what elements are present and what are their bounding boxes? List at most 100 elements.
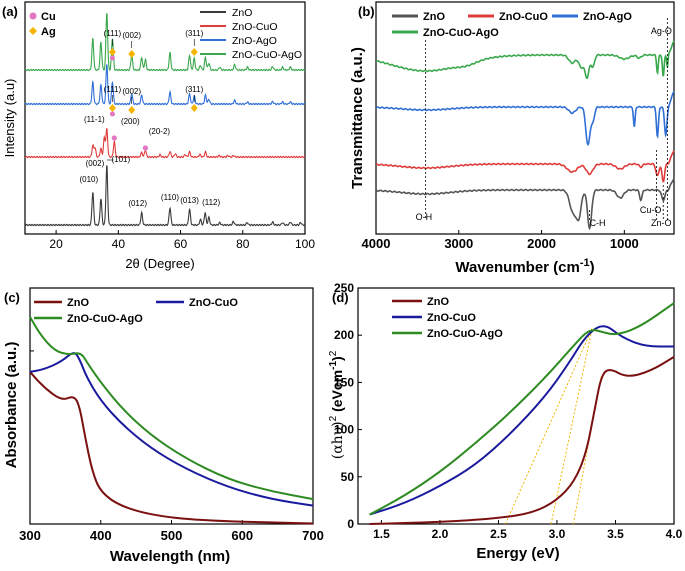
xrd-znO-annotation: (112) bbox=[202, 198, 220, 207]
ftir-legend-label: ZnO-AgO bbox=[583, 11, 632, 23]
uv-x-tick-label: 600 bbox=[231, 528, 253, 543]
xrd-ago-annotation: (311) bbox=[185, 29, 203, 38]
uv-x-tick-label: 500 bbox=[161, 528, 183, 543]
xrd-ag-peak-marker bbox=[190, 48, 198, 56]
panel-label-b: (b) bbox=[358, 4, 375, 19]
xrd-x-tick-label: 80 bbox=[236, 237, 250, 251]
ftir-legend-label: ZnO-CuO-AgO bbox=[423, 27, 499, 39]
xrd-legend-label: ZnO-CuO bbox=[232, 21, 278, 33]
xrd-ago-annotation: (311) bbox=[185, 85, 203, 94]
tauc-y-tick-label: 150 bbox=[334, 375, 354, 389]
ftir-x-tick-label: 1000 bbox=[610, 236, 639, 251]
xrd-znO-annotation: (012) bbox=[128, 199, 147, 208]
ftir-chart: 4000 3000 2000 1000 O-H C-H Cu-O Zn-O Ag-O Wave… bbox=[349, 1, 675, 276]
uv-x-tick-label: 400 bbox=[90, 528, 112, 543]
xrd-znO-annotation: (110) bbox=[161, 193, 179, 202]
xrd-x-tick-label: 60 bbox=[174, 237, 188, 251]
uv-x-tick-label: 300 bbox=[19, 528, 41, 543]
tauc-y-axis-title: (αhυ)2 (eVcm-1)2 bbox=[328, 350, 346, 459]
xrd-legend: ZnO ZnO-CuO ZnO-AgO ZnO-CuO-AgO bbox=[200, 7, 302, 61]
uv-legend-label: ZnO-CuO bbox=[189, 297, 238, 309]
uv-series-line bbox=[29, 316, 314, 501]
tauc-y-tick-label: 50 bbox=[341, 470, 355, 484]
tauc-x-tick-label: 2.5 bbox=[490, 527, 507, 541]
xrd-znO-annotation: (010) bbox=[79, 175, 98, 184]
ftir-band-label: Cu-O bbox=[640, 205, 662, 215]
ftir-y-axis-title: Transmittance (a.u.) bbox=[349, 47, 366, 189]
uv-x-axis-title: Wavelength (nm) bbox=[110, 548, 230, 565]
uv-y-axis-title: Absorbance (a.u.) bbox=[3, 342, 20, 469]
ag-marker bbox=[29, 27, 37, 35]
xrd-series-line bbox=[24, 13, 306, 72]
ftir-series-line bbox=[375, 177, 675, 231]
xrd-x-axis-title: 2θ (Degree) bbox=[125, 256, 194, 271]
ftir-x-tick-label: 4000 bbox=[362, 236, 391, 251]
ftir-x-tick-label: 3000 bbox=[444, 236, 473, 251]
xrd-cuo-annotation: (11-1) bbox=[84, 115, 105, 124]
xrd-series-line bbox=[24, 128, 306, 159]
tauc-x-tick-label: 2.0 bbox=[432, 527, 449, 541]
ftir-band-label: Zn-O bbox=[651, 218, 672, 228]
tauc-legend-label: ZnO-CuO bbox=[427, 312, 476, 324]
ftir-x-tick-label: 2000 bbox=[527, 236, 556, 251]
tauc-legend: ZnO ZnO-CuO ZnO-CuO-AgO bbox=[392, 296, 503, 340]
uv-series-line bbox=[29, 352, 314, 507]
xrd-legend-label: ZnO bbox=[232, 7, 252, 19]
tauc-legend-label: ZnO-CuO-AgO bbox=[427, 328, 503, 340]
xrd-legend-label: ZnO-AgO bbox=[232, 35, 277, 47]
xrd-x-tick-label: 40 bbox=[112, 237, 126, 251]
xrd-series-line bbox=[24, 165, 306, 227]
xrd-cu-peak-marker bbox=[142, 145, 148, 151]
uv-x-tick-label: 700 bbox=[302, 528, 324, 543]
xrd-ago-annotation: (002) bbox=[122, 87, 141, 96]
tauc-tangent-line bbox=[550, 328, 593, 525]
xrd-chart: 20 40 60 80 100 (010) (002) (101) (012) (110) (01… bbox=[2, 1, 315, 271]
tauc-y-tick-label: 250 bbox=[334, 281, 354, 295]
xrd-cu-peak-marker bbox=[109, 111, 115, 117]
panel-label-a: (a) bbox=[2, 4, 18, 19]
xrd-marker-legend: Cu Ag bbox=[29, 11, 56, 38]
ftir-legend-label: ZnO bbox=[423, 11, 445, 23]
uv-legend: ZnO ZnO-CuO ZnO-CuO-AgO bbox=[34, 297, 238, 325]
ftir-band-label: C-H bbox=[590, 218, 606, 228]
tauc-legend-label: ZnO bbox=[427, 296, 449, 308]
xrd-ag-peak-marker bbox=[108, 48, 116, 56]
xrd-frame bbox=[24, 1, 306, 235]
xrd-znO-annotation: (002) bbox=[86, 159, 105, 168]
cu-marker bbox=[29, 12, 37, 20]
xrd-series-line bbox=[24, 64, 306, 106]
xrd-cuo-annotation: (200) bbox=[121, 117, 140, 126]
panel-label-d: (d) bbox=[332, 290, 349, 305]
xrd-legend-label: ZnO-CuO-AgO bbox=[232, 49, 302, 61]
xrd-x-tick-label: 100 bbox=[295, 237, 315, 251]
tauc-x-tick-label: 1.5 bbox=[373, 527, 390, 541]
ftir-series-line bbox=[375, 150, 675, 183]
tauc-series-line bbox=[369, 302, 675, 516]
xrd-cu-peak-marker bbox=[111, 135, 117, 141]
ftir-legend: ZnO ZnO-CuO ZnO-AgO ZnO-CuO-AgO bbox=[392, 11, 632, 39]
tauc-x-tick-label: 3.0 bbox=[549, 527, 566, 541]
tauc-y-tick-label: 200 bbox=[334, 328, 354, 342]
xrd-x-tick-label: 20 bbox=[49, 237, 63, 251]
xrd-ag-peak-marker bbox=[190, 104, 198, 112]
panel-label-c: (c) bbox=[4, 290, 20, 305]
ftir-band-label: O-H bbox=[416, 212, 433, 222]
xrd-y-axis-title: Intensity (a.u) bbox=[2, 79, 17, 158]
tauc-series-line bbox=[369, 356, 675, 525]
tauc-x-tick-label: 4.0 bbox=[666, 527, 683, 541]
xrd-cu-peak-marker bbox=[109, 55, 115, 61]
xrd-ag-peak-marker bbox=[128, 50, 136, 58]
uv-vis-chart: 300 400 500 600 700 Wavelength (nm) Absorban… bbox=[3, 287, 324, 565]
uv-legend-label: ZnO-CuO-AgO bbox=[67, 313, 143, 325]
tauc-x-tick-label: 3.5 bbox=[607, 527, 624, 541]
ftir-band-label: Ag-O bbox=[651, 26, 672, 36]
xrd-znO-annotation: (101) bbox=[111, 155, 130, 164]
uv-legend-label: ZnO bbox=[67, 297, 89, 309]
uv-series-line bbox=[29, 371, 314, 525]
tauc-series-line bbox=[369, 325, 674, 516]
xrd-znO-annotation: (013) bbox=[180, 196, 199, 205]
xrd-ag-peak-marker bbox=[128, 106, 136, 114]
xrd-ag-peak-marker bbox=[108, 104, 116, 112]
xrd-ago-annotation: (111) bbox=[104, 29, 122, 38]
